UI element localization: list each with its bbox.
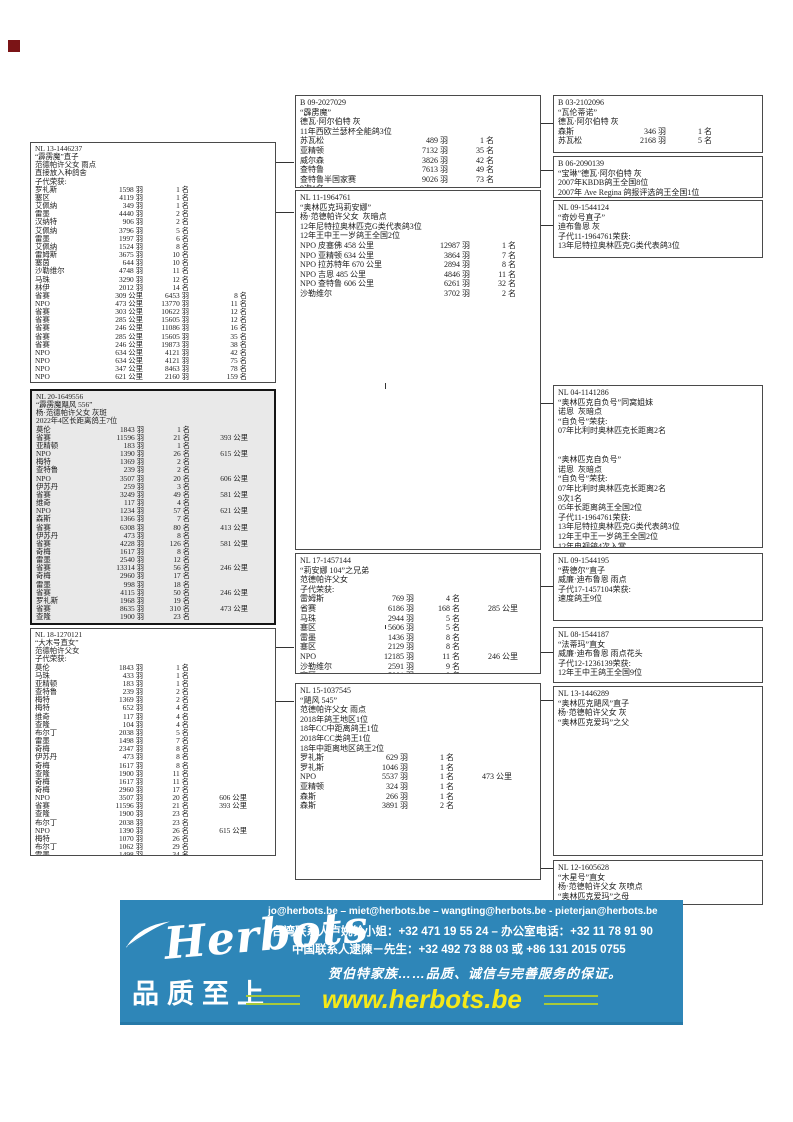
connector-line	[385, 383, 386, 389]
connector-line	[541, 652, 553, 653]
email-links[interactable]: jo@herbots.be – miet@herbots.be – wangti…	[268, 906, 658, 917]
pedigree-box-ggp-6: NL 08-1544187 “法蒂玛”直女 威廉·迪布鲁恩 雨点花头 子代12-12…	[553, 627, 763, 683]
ring-number: NL 17-1457144	[300, 556, 352, 565]
ring-number: NL 08-1544187	[558, 630, 610, 639]
ring-number: NL 18-1270121	[35, 630, 83, 639]
ring-number: NL 09-1544195	[558, 556, 610, 565]
pedigree-box-sire: NL 13-1446237 “霹雳魔”直子 范德帕许父女 雨点 直接放入种鸽舍 子代荣…	[30, 142, 276, 383]
connector-line	[276, 701, 294, 702]
quality-slogan: 品质至上	[132, 979, 272, 1010]
ring-number: B 06-2090139	[558, 159, 604, 168]
connector-line	[541, 403, 553, 404]
box-content: “宝琳”德瓦·阿尔伯特 灰 2007年KBDB鸽王全国8位 2007年 Ave Re…	[558, 168, 700, 197]
box-content: “奇妙号直子” 迪布鲁恩 灰子代11-1964761荣获: 13年尼特拉奥林匹克G类…	[558, 212, 680, 251]
pedigree-box-ggp-8: NL 12-1605628 “木星号”直女 杨·范德帕许父女 灰喷点 “奥林匹克爱玛…	[553, 860, 763, 905]
pedigree-box-grandsire-1: B 09-2027029 “霹雳魔” 德瓦·阿尔伯特 灰 11年西欧兰瑟杯全能鸽3位…	[295, 95, 541, 188]
ring-number: NL 15-1037545	[300, 686, 352, 695]
connector-line	[541, 225, 553, 226]
connector-line	[276, 212, 294, 213]
family-slogan: 贺伯特家族……品质、诚信与完善服务的保证。	[328, 966, 623, 981]
box-content: “法蒂玛”直女 威廉·迪布鲁恩 雨点花头 子代12-1236139荣获: 12年王中王…	[558, 639, 643, 678]
ring-number: B 03-2102096	[558, 98, 604, 107]
pedigree-box-ggp-2: B 06-2090139 “宝琳”德瓦·阿尔伯特 灰 2007年KBDB鸽王全国8…	[553, 156, 763, 198]
pedigree-box-ggp-3: NL 09-1544124 “奇妙号直子” 迪布鲁恩 灰子代11-1964761荣…	[553, 200, 763, 258]
website-link[interactable]: www.herbots.be	[322, 984, 522, 1014]
connector-line	[276, 647, 294, 648]
red-square-marker	[8, 40, 20, 52]
connector-line	[541, 170, 553, 171]
connector-line	[541, 123, 553, 124]
pedigree-box-granddam-1: NL 11-1964761 “奥林匹克玛莉安娜” 杨·范德帕许父女 灰暗点 12年尼…	[295, 190, 541, 550]
box-content: “奥林匹克自负号”同窝姐妹 诺恩 灰暗点 “自负号”荣获: 07年比利时奥林匹克长距离…	[558, 397, 680, 548]
pedigree-box-granddam-2: NL 15-1037545 “飓风 545” 范德帕许父女 雨点 2018年鸽王地区…	[295, 683, 541, 880]
box-content: “奥林匹克玛莉安娜” 杨·范德帕许父女 灰暗点 12年尼特拉奥林匹克G类代表鸽3位 1…	[300, 202, 516, 298]
pedigree-box-grandsire-2: NL 17-1457144 “莉安娜 104”之兄弟 范德帕许父女 子代荣获: 雷姆斯…	[295, 553, 541, 674]
connector-line	[541, 700, 553, 701]
ring-number: NL 13-1446237	[35, 144, 83, 153]
pedigree-box-ggp-7: NL 13-1446289 “奥林匹克飓风”直子 杨·范德帕许父女 灰 “奥林匹克爱…	[553, 686, 763, 856]
herbots-banner: Herbots 品质至上 jo@herbots.be – miet@herbot…	[120, 900, 683, 1025]
pedigree-box-dam: NL 18-1270121 “大木号直女” 范德帕许父女 子代荣获: 莫伦 1843 羽…	[30, 628, 276, 856]
ring-number: NL 20-1649556	[36, 392, 84, 401]
pedigree-box-subject: NL 20-1649556 “霹雳魔飓风 556” 杨·范德帕许父女 灰斑 2022…	[30, 389, 276, 625]
china-contact: 中国联系人逮陳－先生：+32 492 73 88 03 或 +86 131 20…	[292, 944, 626, 956]
feather-icon	[125, 921, 170, 948]
decorative-lines-right	[543, 994, 598, 1005]
pedigree-box-ggp-4: NL 04-1141286 “奥林匹克自负号”同窝姐妹 诺恩 灰暗点 “自负号”荣获…	[553, 385, 763, 548]
ring-number: B 09-2027029	[300, 98, 346, 107]
connector-line	[276, 162, 294, 163]
box-content: “费德尔”直子 威廉·迪布鲁恩 雨点 子代17-1457104荣获: 速度鸽王9位	[558, 565, 631, 604]
box-content: “霹雳魔飓风 556” 杨·范德帕许父女 灰斑 2022年4区长距离鸽王7位 莫伦 18…	[36, 400, 248, 622]
ring-number: NL 12-1605628	[558, 863, 610, 872]
ring-number: NL 11-1964761	[300, 193, 351, 202]
box-content: “飓风 545” 范德帕许父女 雨点 2018年鸽王地区1位 18年CC中距离鸽王1位…	[300, 695, 512, 811]
box-content: “木星号”直女 杨·范德帕许父女 灰喷点 “奥林匹克爱玛”之母	[558, 872, 643, 901]
taiwan-contact: 台湾联系人卢婉铃小姐：+32 471 19 55 24 – 办公室电话：+32 …	[272, 926, 653, 938]
box-content: “奥林匹克飓风”直子 杨·范德帕许父女 灰 “奥林匹克爱玛”之父	[558, 698, 630, 727]
connector-line	[385, 625, 386, 629]
ring-number: NL 04-1141286	[558, 388, 609, 397]
connector-line	[541, 586, 553, 587]
connector-line	[541, 868, 553, 869]
ring-number: NL 09-1544124	[558, 203, 610, 212]
ring-number: NL 13-1446289	[558, 689, 610, 698]
pedigree-box-ggp-5: NL 09-1544195 “费德尔”直子 威廉·迪布鲁恩 雨点 子代17-1457…	[553, 553, 763, 621]
decorative-lines-left	[246, 994, 300, 1005]
website-row: www.herbots.be	[246, 984, 606, 1015]
